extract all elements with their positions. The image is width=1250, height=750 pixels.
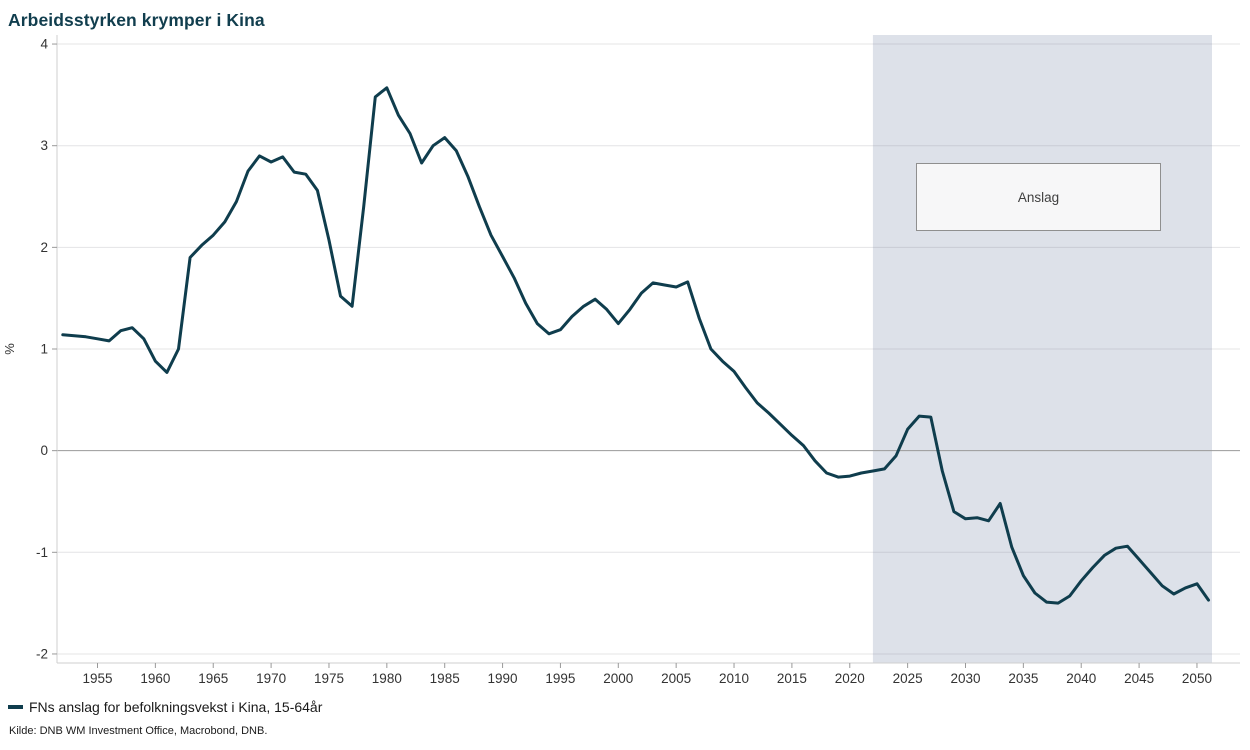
x-tick-label: 1990 <box>488 671 518 686</box>
x-tick-label: 1985 <box>430 671 460 686</box>
x-tick-label: 2005 <box>661 671 691 686</box>
y-tick-label: 0 <box>40 443 48 458</box>
y-tick-label: 4 <box>40 37 48 52</box>
x-tick-label: 1960 <box>140 671 170 686</box>
legend-line-swatch <box>8 705 23 709</box>
x-tick-label: 2035 <box>1008 671 1038 686</box>
x-tick-label: 2010 <box>719 671 749 686</box>
legend: FNs anslag for befolkningsvekst i Kina, … <box>8 699 322 715</box>
x-tick-label: 2000 <box>603 671 633 686</box>
forecast-annotation-label: Anslag <box>1017 189 1060 205</box>
x-tick-label: 1970 <box>256 671 286 686</box>
x-tick-label: 2020 <box>835 671 865 686</box>
x-tick-label: 2050 <box>1182 671 1212 686</box>
x-tick-label: 1980 <box>372 671 402 686</box>
x-tick-label: 1975 <box>314 671 344 686</box>
x-tick-label: 2030 <box>950 671 980 686</box>
forecast-annotation-box: Anslag <box>916 163 1161 231</box>
y-tick-label: 3 <box>40 138 48 153</box>
y-tick-label: -2 <box>36 646 48 661</box>
y-tick-label: -1 <box>36 545 48 560</box>
chart-title: Arbeidsstyrken krymper i Kina <box>8 10 265 30</box>
x-tick-label: 2040 <box>1066 671 1096 686</box>
source-note: Kilde: DNB WM Investment Office, Macrobo… <box>9 725 268 737</box>
x-tick-label: 2025 <box>893 671 923 686</box>
y-axis-unit-label: % <box>2 343 17 355</box>
data-line-series <box>61 86 1210 605</box>
x-tick-label: 1995 <box>545 671 575 686</box>
x-tick-label: 2015 <box>777 671 807 686</box>
legend-label: FNs anslag for befolkningsvekst i Kina, … <box>29 699 323 715</box>
x-tick-label: 2045 <box>1124 671 1154 686</box>
y-tick-label: 2 <box>40 240 48 255</box>
forecast-band <box>872 35 1212 663</box>
y-tick-label: 1 <box>40 342 48 357</box>
plot-area: 4 3 2 1 0 -1 -2 1955 1960 1965 1970 1975 1980 1985 199… <box>2 35 1240 686</box>
x-tick-label: 1965 <box>198 671 228 686</box>
x-tick-label: 1955 <box>82 671 112 686</box>
